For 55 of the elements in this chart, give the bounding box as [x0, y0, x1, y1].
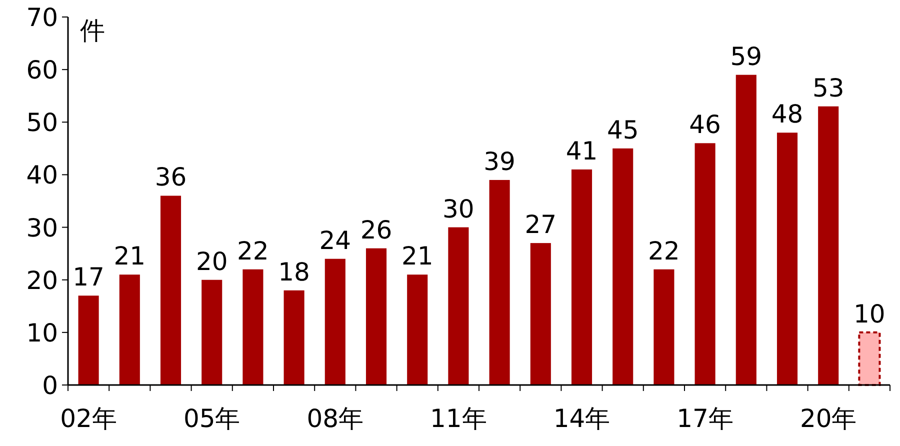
bar [324, 258, 346, 385]
data-label: 30 [442, 194, 474, 224]
bar [776, 132, 798, 385]
bar [530, 243, 551, 385]
bar [654, 269, 674, 385]
x-tick-label: 02年 [60, 404, 117, 433]
bar [448, 227, 469, 385]
y-tick-label: 50 [26, 108, 58, 138]
y-tick-label: 0 [42, 371, 58, 400]
data-label: 18 [278, 257, 310, 286]
data-label: 27 [524, 210, 557, 240]
bar [489, 180, 510, 385]
bar [202, 280, 222, 385]
data-label: 59 [730, 42, 762, 71]
data-label: 48 [771, 100, 804, 129]
x-tick-label: 20年 [800, 404, 857, 433]
data-label: 41 [566, 136, 598, 166]
y-tick-label: 10 [26, 318, 58, 348]
x-tick-label: 05年 [183, 404, 240, 433]
bar [242, 269, 264, 385]
x-tick-label: 11年 [430, 404, 487, 433]
bar [818, 106, 839, 385]
data-label: 21 [114, 242, 146, 271]
data-label: 45 [606, 115, 639, 144]
bar [366, 248, 387, 385]
x-tick-label: 08年 [306, 404, 364, 433]
bar [407, 274, 428, 385]
bar [78, 296, 99, 385]
bar [571, 169, 592, 385]
x-tick-label: 14年 [553, 404, 610, 433]
data-label: 17 [72, 262, 104, 292]
y-tick-label: 20 [26, 266, 58, 295]
y-tick-label: 30 [26, 213, 58, 242]
y-tick-label: 60 [26, 56, 58, 85]
bar [694, 143, 716, 385]
data-label: 53 [812, 73, 844, 102]
x-tick-label: 17年 [676, 404, 734, 433]
data-label: 39 [484, 146, 516, 176]
bar [612, 148, 634, 385]
bar [119, 274, 140, 385]
bar [160, 196, 182, 385]
data-label: 22 [648, 236, 680, 266]
data-label: 10 [854, 299, 886, 328]
y-tick-label: 70 [26, 3, 58, 32]
data-label: 46 [689, 110, 721, 140]
data-label: 21 [401, 242, 434, 271]
y-tick-label: 40 [26, 160, 58, 190]
data-label: 22 [237, 236, 269, 266]
data-label: 20 [196, 246, 228, 276]
y-axis-title: 件 [80, 16, 105, 45]
bar [284, 290, 304, 385]
data-label: 36 [154, 162, 187, 192]
data-label: 24 [319, 226, 352, 255]
data-label: 26 [360, 215, 392, 244]
bar [736, 74, 756, 385]
